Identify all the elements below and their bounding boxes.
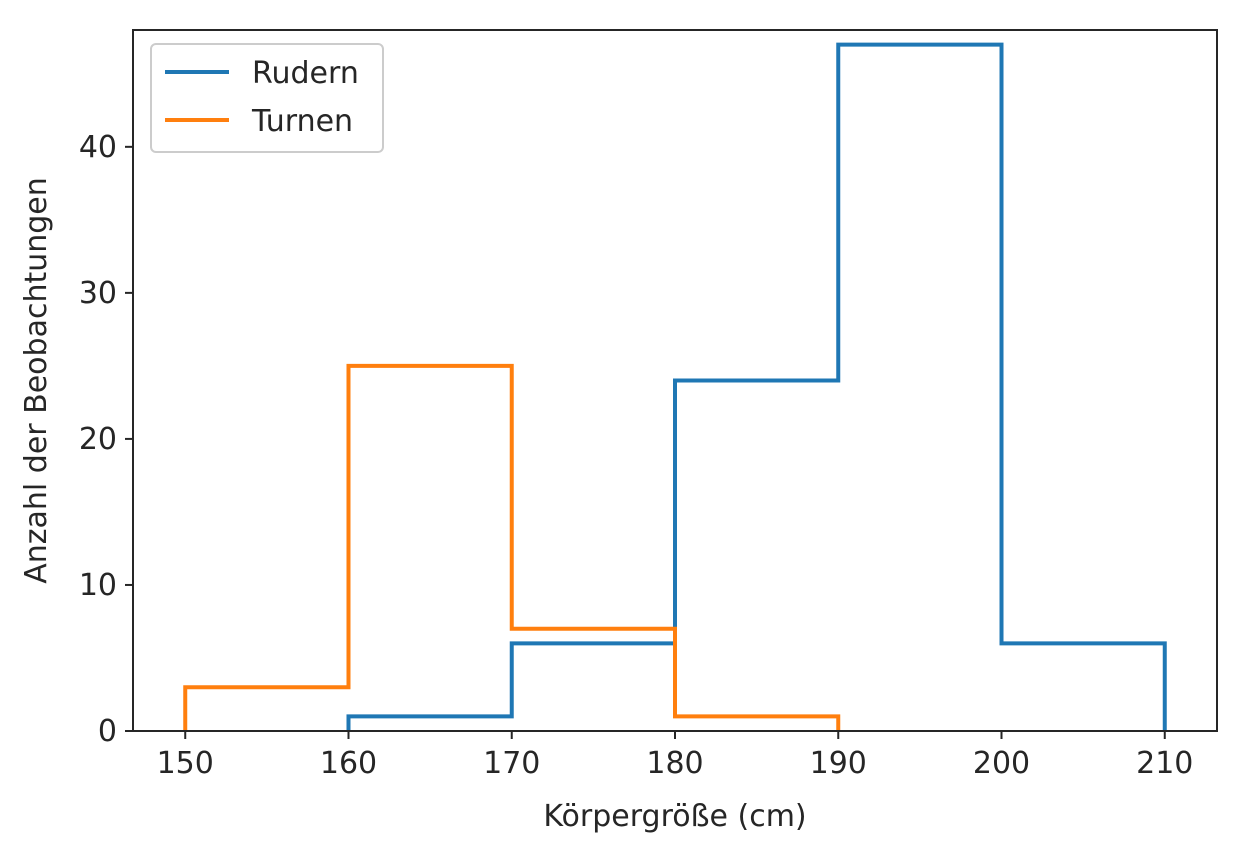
y-tick-label: 20 xyxy=(79,422,117,457)
series-line-rudern xyxy=(346,42,1167,731)
y-tick-label: 30 xyxy=(79,276,117,311)
legend: Rudern Turnen xyxy=(150,43,384,153)
series-line-turnen xyxy=(183,363,841,731)
x-tick-label: 160 xyxy=(320,746,377,781)
x-tick-label: 180 xyxy=(646,746,703,781)
y-tick-label: 40 xyxy=(79,130,117,165)
y-tick-label: 0 xyxy=(98,714,117,749)
x-tick-label: 170 xyxy=(483,746,540,781)
x-tick-label: 210 xyxy=(1136,746,1193,781)
x-tick-label: 150 xyxy=(157,746,214,781)
x-tick-label: 190 xyxy=(810,746,867,781)
legend-label-turnen: Turnen xyxy=(251,104,353,139)
x-axis-ticks: 150 160 170 180 190 200 210 xyxy=(157,731,1193,781)
y-tick-label: 10 xyxy=(79,568,117,603)
x-axis-label: Körpergröße (cm) xyxy=(543,799,806,834)
y-axis-ticks: 0 10 20 30 40 xyxy=(79,130,133,749)
x-tick-label: 200 xyxy=(973,746,1030,781)
series-layer xyxy=(183,42,1167,731)
y-axis-label: Anzahl der Beobachtungen xyxy=(19,177,54,584)
legend-label-rudern: Rudern xyxy=(252,56,359,91)
